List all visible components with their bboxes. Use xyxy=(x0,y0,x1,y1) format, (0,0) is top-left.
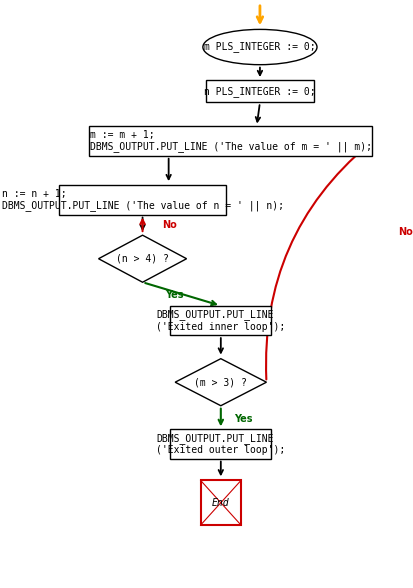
Text: (m > 3) ?: (m > 3) ? xyxy=(195,377,247,387)
Bar xyxy=(206,80,314,102)
Text: (n > 4) ?: (n > 4) ? xyxy=(116,253,169,264)
Text: Yes: Yes xyxy=(165,290,184,300)
Text: m PLS_INTEGER := 0;: m PLS_INTEGER := 0; xyxy=(204,42,316,52)
Text: n PLS_INTEGER := 0;: n PLS_INTEGER := 0; xyxy=(204,86,316,96)
Text: No: No xyxy=(399,227,413,238)
Bar xyxy=(170,306,271,335)
Bar xyxy=(201,480,241,525)
Text: Yes: Yes xyxy=(234,413,252,424)
Polygon shape xyxy=(175,359,266,406)
Text: No: No xyxy=(162,219,177,230)
Bar xyxy=(170,429,271,459)
Polygon shape xyxy=(99,235,187,282)
Bar xyxy=(59,185,226,215)
Text: n := n + 1;
DBMS_OUTPUT.PUT_LINE ('The value of n = ' || n);: n := n + 1; DBMS_OUTPUT.PUT_LINE ('The v… xyxy=(2,189,284,211)
Ellipse shape xyxy=(203,29,317,65)
Text: End: End xyxy=(212,497,230,508)
Text: DBMS_OUTPUT.PUT_LINE
('Exited outer loop');: DBMS_OUTPUT.PUT_LINE ('Exited outer loop… xyxy=(156,433,285,455)
Bar xyxy=(89,126,373,156)
Text: DBMS_OUTPUT.PUT_LINE
('Exited inner loop');: DBMS_OUTPUT.PUT_LINE ('Exited inner loop… xyxy=(156,309,285,332)
Text: m := m + 1;
DBMS_OUTPUT.PUT_LINE ('The value of m = ' || m);: m := m + 1; DBMS_OUTPUT.PUT_LINE ('The v… xyxy=(90,130,372,152)
FancyArrowPatch shape xyxy=(266,145,368,379)
